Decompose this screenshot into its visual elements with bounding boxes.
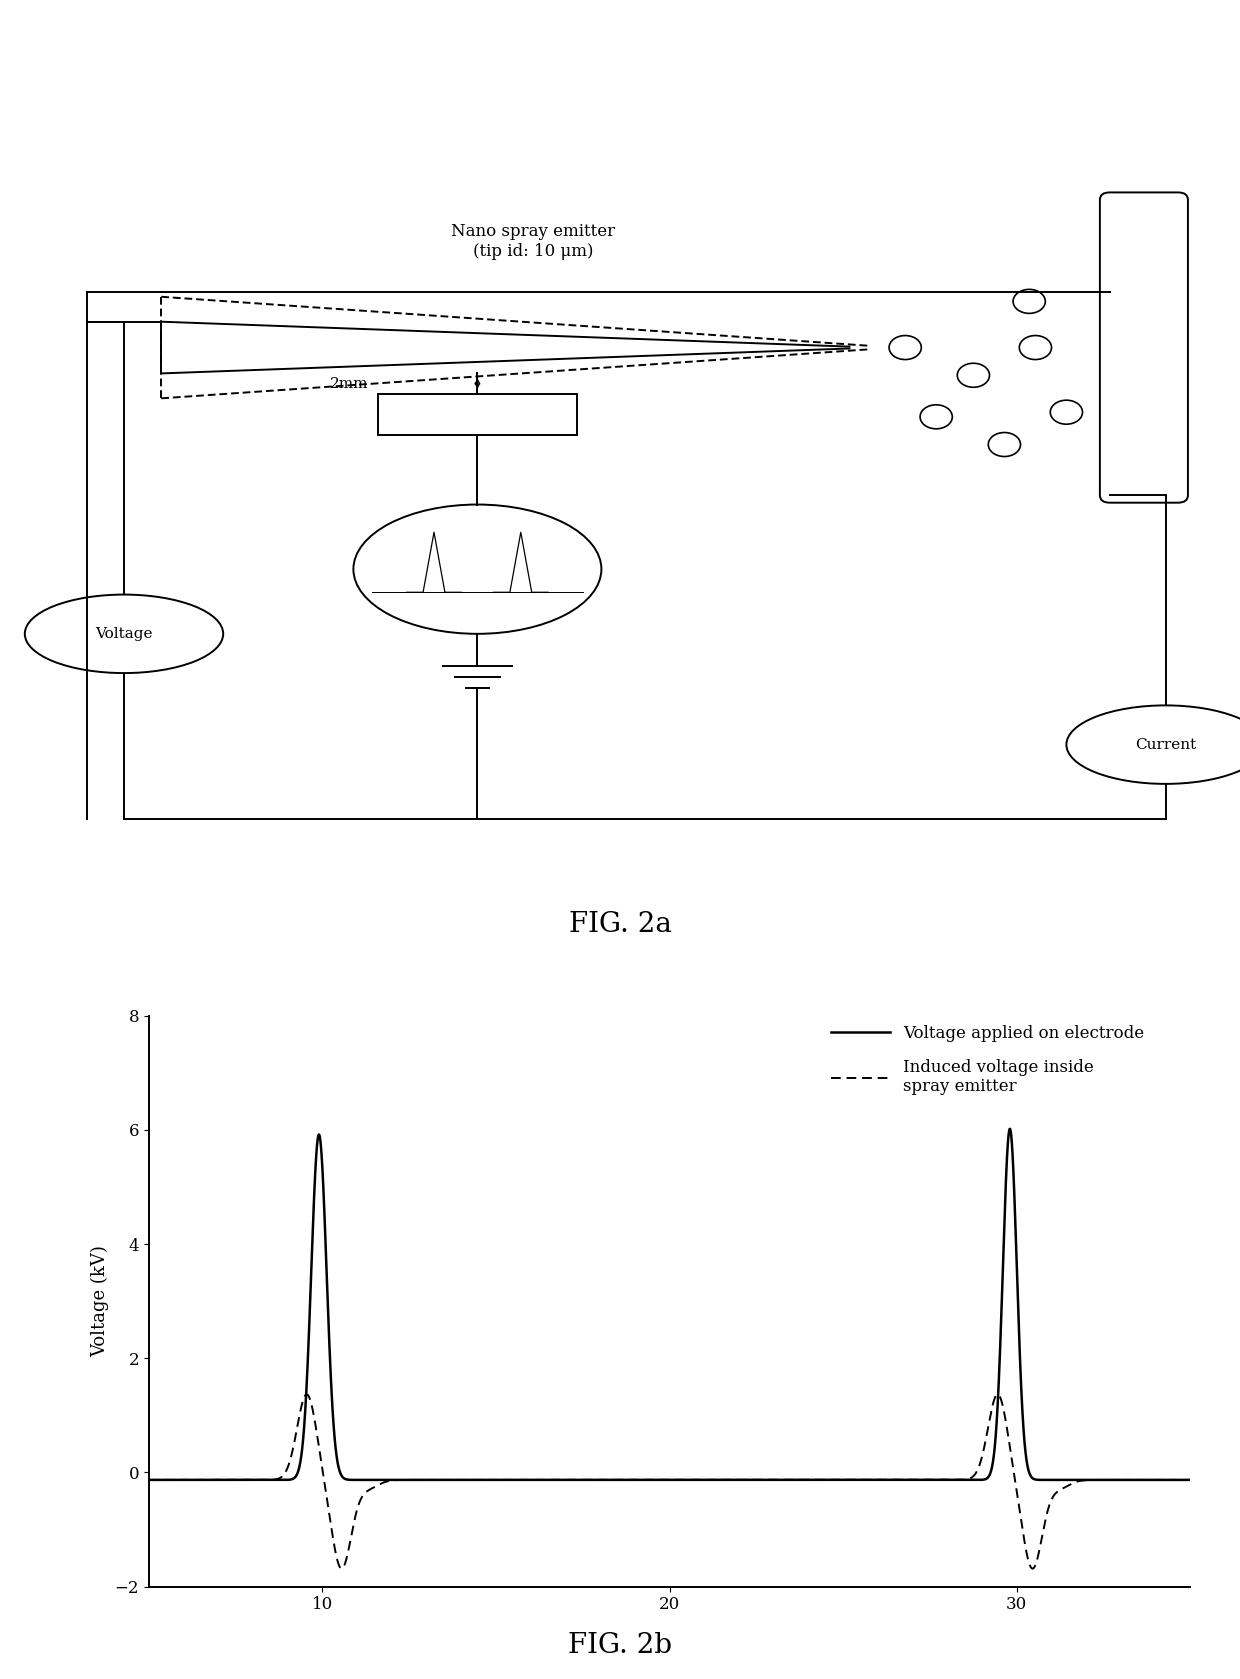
Legend: Voltage applied on electrode, Induced voltage inside
spray emitter: Voltage applied on electrode, Induced vo… <box>825 1019 1151 1101</box>
Induced voltage inside
spray emitter <box>1047 1486 1061 1506</box>
Induced voltage inside
spray emitter <box>610 1469 625 1489</box>
Line: Induced voltage inside
spray emitter: Induced voltage inside spray emitter <box>149 1395 1190 1568</box>
Induced voltage inside
spray emitter <box>299 1385 314 1405</box>
Voltage applied on electrode <box>1075 1469 1090 1489</box>
Text: 2mm: 2mm <box>330 376 368 391</box>
Induced voltage inside
spray emitter <box>1169 1469 1184 1489</box>
Voltage applied on electrode <box>1002 1118 1017 1138</box>
Voltage applied on electrode <box>1047 1469 1061 1489</box>
Voltage applied on electrode <box>1169 1469 1184 1489</box>
Ellipse shape <box>353 504 601 633</box>
Voltage applied on electrode <box>1183 1469 1198 1489</box>
Induced voltage inside
spray emitter <box>141 1469 156 1489</box>
Voltage applied on electrode <box>1180 1469 1195 1489</box>
Line: Voltage applied on electrode: Voltage applied on electrode <box>149 1128 1190 1479</box>
Induced voltage inside
spray emitter <box>1180 1469 1195 1489</box>
Induced voltage inside
spray emitter <box>1183 1469 1198 1489</box>
FancyBboxPatch shape <box>1100 193 1188 502</box>
Text: Voltage: Voltage <box>95 626 153 641</box>
Y-axis label: Voltage (kV): Voltage (kV) <box>91 1246 109 1357</box>
Text: FIG. 2a: FIG. 2a <box>569 912 671 939</box>
Induced voltage inside
spray emitter <box>335 1558 350 1578</box>
Voltage applied on electrode <box>610 1469 625 1489</box>
Ellipse shape <box>25 594 223 673</box>
Voltage applied on electrode <box>806 1469 821 1489</box>
Text: Nano spray emitter
(tip id: 10 μm): Nano spray emitter (tip id: 10 μm) <box>451 223 615 260</box>
Ellipse shape <box>1066 705 1240 784</box>
Voltage applied on electrode <box>141 1469 156 1489</box>
Induced voltage inside
spray emitter <box>806 1469 821 1489</box>
Induced voltage inside
spray emitter <box>1075 1471 1090 1491</box>
Text: FIG. 2b: FIG. 2b <box>568 1632 672 1659</box>
Bar <box>378 393 577 435</box>
Text: Current: Current <box>1135 737 1197 752</box>
